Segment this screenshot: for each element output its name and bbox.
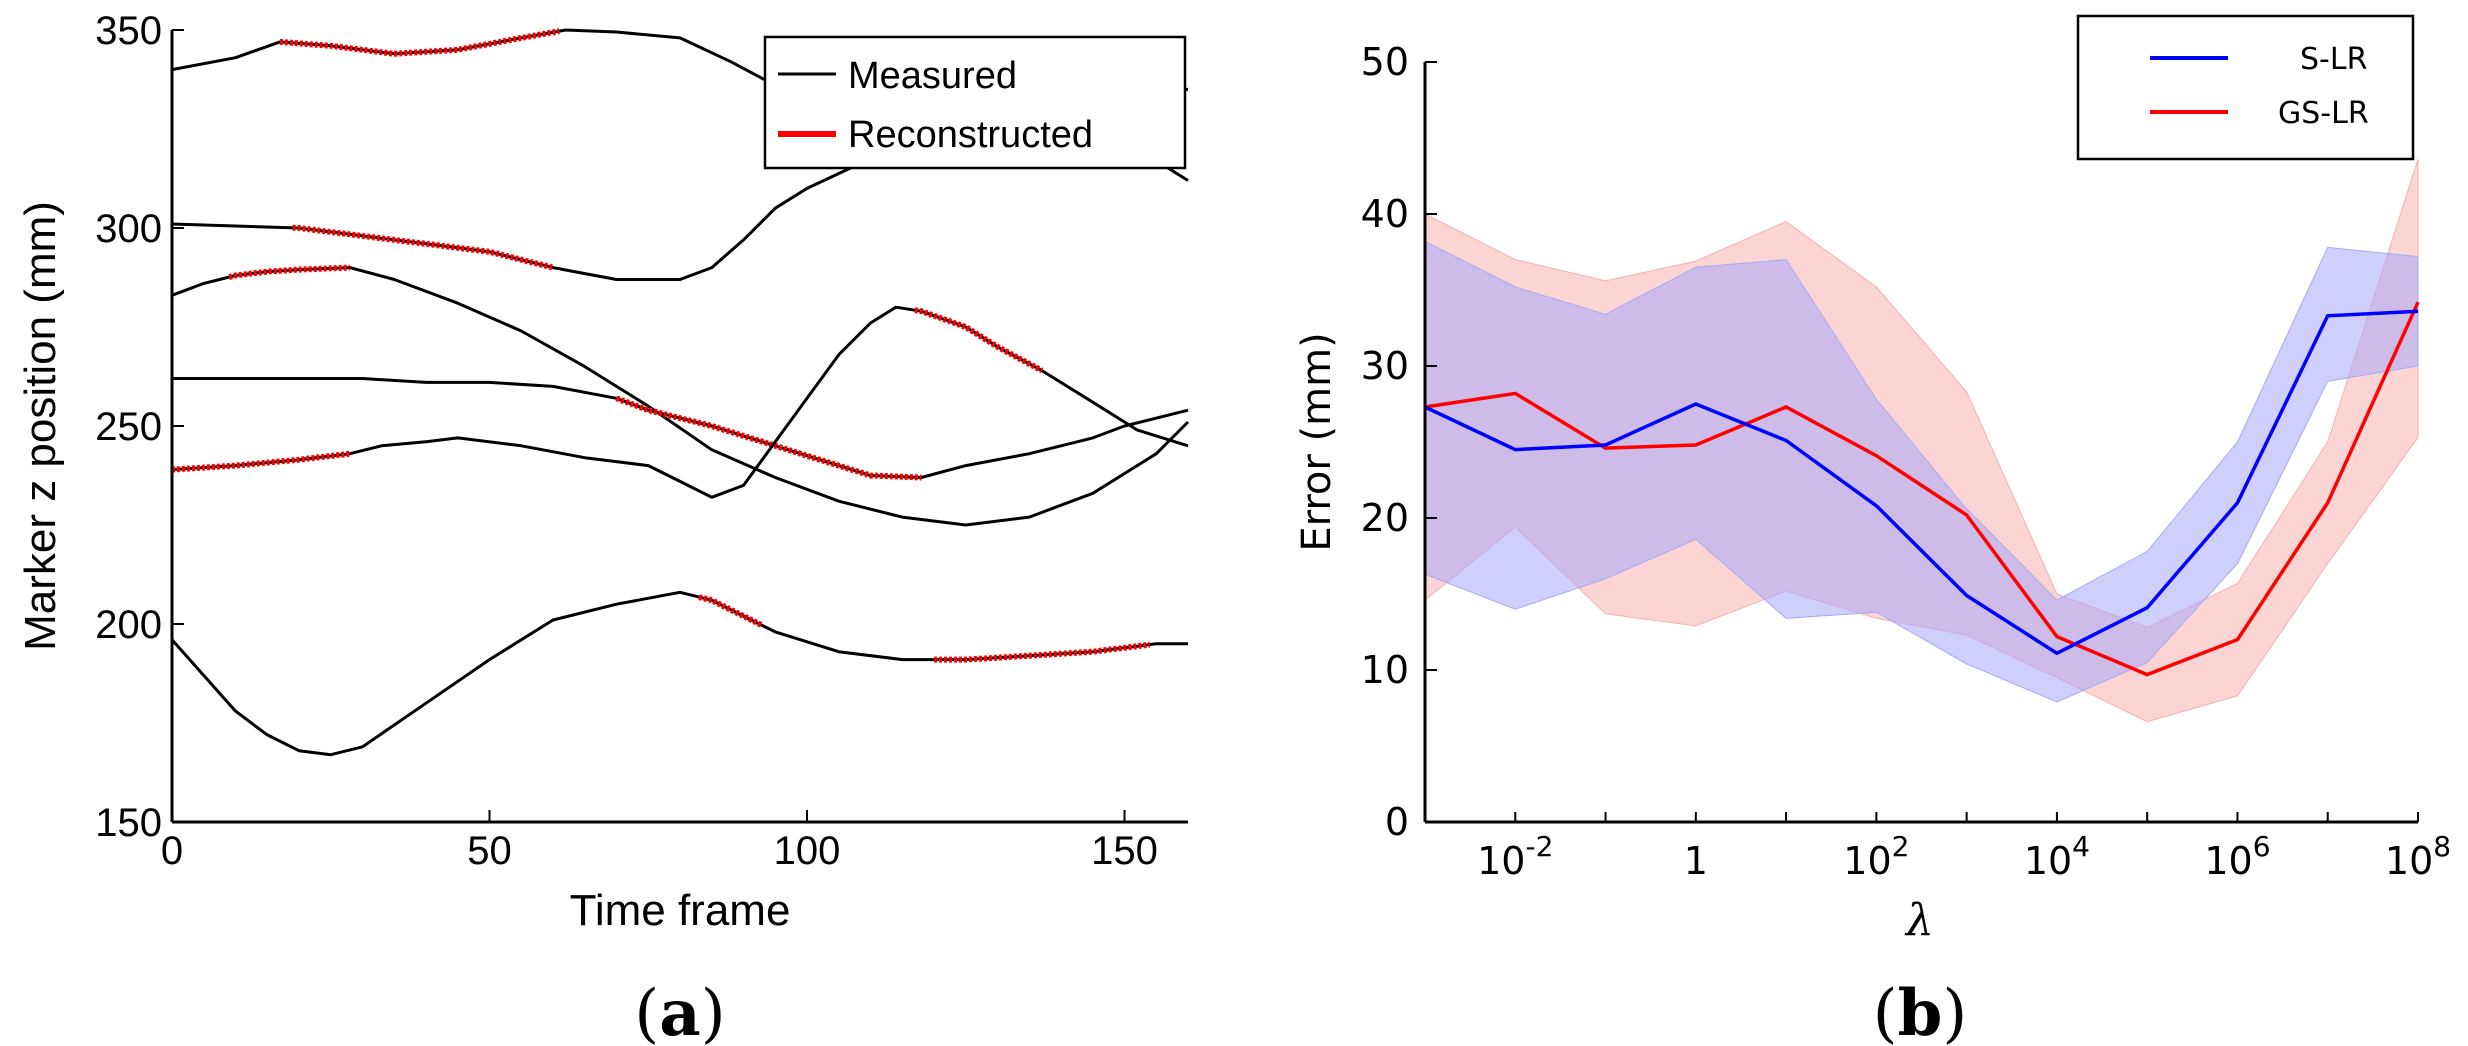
reconstructed-segment-6-2 xyxy=(934,641,1151,663)
panel-a-x-label: Time frame xyxy=(570,886,791,935)
panel-b-y-ticks: 0 10 20 30 40 50 xyxy=(1361,40,1437,844)
panel-b: 10-2 1 102 104 106 108 0 10 20 30 40 50 λ Error (m… xyxy=(1294,14,2451,1046)
panel-a-legend-box xyxy=(763,35,1187,170)
panel-a-x-tick-label: 150 xyxy=(1091,829,1158,873)
panel-a-x-tick-label: 50 xyxy=(467,829,512,873)
panel-b-x-tick-label: 106 xyxy=(2204,830,2270,883)
panel-a-series-group xyxy=(170,28,1190,757)
panel-a-y-tick-label: 250 xyxy=(95,405,162,449)
panel-b-caption: (b) xyxy=(1873,976,1968,1046)
panel-b-caption-close: ) xyxy=(1942,977,1967,1046)
panel-a-x-ticks: 0 50 100 150 xyxy=(161,810,1158,873)
panel-b-legend-box xyxy=(2076,14,2415,161)
panel-a-legend: Measured Reconstructed xyxy=(763,35,1187,170)
panel-a-y-label: Marker z position (mm) xyxy=(16,201,65,651)
legend-reconstructed-label: Reconstructed xyxy=(848,114,1093,156)
panel-b-y-tick-label: 30 xyxy=(1361,344,1409,388)
panel-a-caption: (a) xyxy=(634,976,725,1046)
panel-b-x-tick-label: 104 xyxy=(2024,830,2090,883)
band-s-lr xyxy=(1424,240,2419,703)
measured-line-5 xyxy=(171,305,1189,499)
legend-measured-label: Measured xyxy=(848,55,1017,97)
panel-b-y-tick-label: 50 xyxy=(1361,40,1409,84)
panel-b-y-tick-label: 40 xyxy=(1361,192,1409,236)
panel-b-caption-letter: b xyxy=(1898,976,1943,1046)
panel-b-bands-group xyxy=(1424,159,2419,723)
panel-b-caption-open: ( xyxy=(1873,977,1898,1046)
line-gs-lr xyxy=(1424,301,2420,677)
reconstructed-segment-5-2 xyxy=(914,307,1044,374)
reconstructed-segment-1-1 xyxy=(279,28,560,57)
reconstructed-segment-3-1 xyxy=(228,264,350,281)
panel-a-x-tick-label: 100 xyxy=(774,829,841,873)
panel-a-y-ticks: 150 200 250 300 350 xyxy=(95,9,184,845)
panel-b-x-tick-label: 1 xyxy=(1684,839,1708,883)
legend-slr-label: S-LR xyxy=(2300,42,2367,77)
reconstructed-segment-5-1 xyxy=(171,450,351,473)
panel-b-series-group xyxy=(1424,301,2420,677)
line-s-lr xyxy=(1424,309,2419,656)
panel-a-caption-open: ( xyxy=(634,977,659,1046)
reconstructed-segment-6-1 xyxy=(698,594,764,629)
panel-a-y-tick-label: 200 xyxy=(95,603,162,647)
panel-b-x-label: λ xyxy=(1904,895,1934,946)
panel-b-y-tick-label: 0 xyxy=(1385,800,1409,844)
panel-a-y-tick-label: 300 xyxy=(95,207,162,251)
panel-b-x-tick-label: 10-2 xyxy=(1477,830,1553,883)
panel-a-caption-close: ) xyxy=(701,977,726,1046)
panel-b-x-tick-label: 102 xyxy=(1843,830,1909,883)
panel-b-legend: S-LR GS-LR xyxy=(2076,14,2415,161)
panel-a: 0 50 100 150 150 200 250 300 350 Time frame Mar… xyxy=(16,9,1190,1046)
panel-a-y-tick-label: 350 xyxy=(95,9,162,53)
panel-b-x-ticks: 10-2 1 102 104 106 108 xyxy=(1424,812,2451,883)
panel-b-y-label: Error (mm) xyxy=(1294,332,1340,551)
measured-line-4 xyxy=(172,377,1189,479)
reconstructed-segment-4-1 xyxy=(615,395,922,481)
reconstructed-segment-2-1 xyxy=(292,224,554,271)
panel-a-caption-letter: a xyxy=(659,976,700,1046)
panel-b-x-tick-label: 108 xyxy=(2385,830,2451,883)
measured-line-3 xyxy=(171,266,1190,527)
panel-b-y-tick-label: 10 xyxy=(1361,648,1409,692)
measured-line-6 xyxy=(170,590,1188,757)
panel-a-y-tick-label: 150 xyxy=(95,801,162,845)
panel-a-x-tick-label: 0 xyxy=(161,829,183,873)
panel-b-y-tick-label: 20 xyxy=(1361,496,1409,540)
legend-gslr-label: GS-LR xyxy=(2278,96,2369,131)
